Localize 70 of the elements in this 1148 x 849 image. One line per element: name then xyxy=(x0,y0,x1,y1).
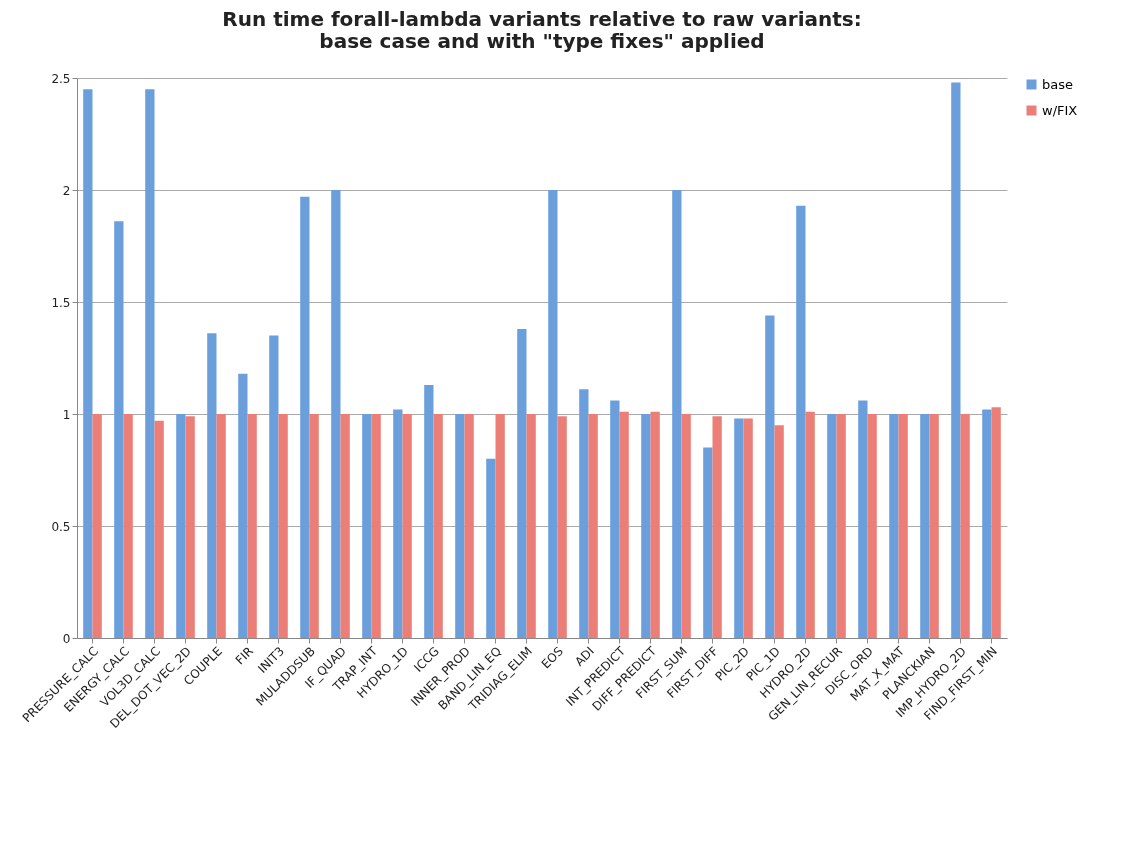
bar xyxy=(238,373,248,638)
bar xyxy=(114,221,124,638)
y-tick-label: 0 xyxy=(62,631,71,646)
bar xyxy=(734,418,744,638)
bar xyxy=(774,425,784,638)
bar xyxy=(991,407,1001,638)
bar xyxy=(867,414,877,638)
bar xyxy=(278,414,288,638)
bar xyxy=(619,411,629,638)
bar xyxy=(703,447,713,638)
bar xyxy=(796,205,806,638)
bar xyxy=(650,411,660,638)
bar xyxy=(309,414,319,638)
bar xyxy=(331,190,341,638)
bar xyxy=(300,196,310,638)
bar xyxy=(207,333,217,638)
bar xyxy=(433,414,443,638)
bar xyxy=(641,414,651,638)
bar xyxy=(362,414,372,638)
bar xyxy=(269,335,279,638)
bar xyxy=(393,409,403,638)
bar xyxy=(83,89,93,638)
bar xyxy=(371,414,381,638)
y-tick-label: 2.5 xyxy=(51,71,71,86)
bar xyxy=(247,414,257,638)
bar xyxy=(681,414,691,638)
bar xyxy=(185,416,195,638)
y-tick-label: 0.5 xyxy=(51,519,71,534)
bar xyxy=(827,414,837,638)
bar xyxy=(340,414,350,638)
bar xyxy=(765,315,775,638)
bar xyxy=(486,458,496,638)
x-tick-label: FIR xyxy=(232,644,256,668)
y-tick-label: 1.5 xyxy=(51,295,71,310)
bar xyxy=(123,414,133,638)
bar xyxy=(889,414,899,638)
bar xyxy=(402,414,412,638)
bar xyxy=(951,82,961,638)
bar xyxy=(960,414,970,638)
bar xyxy=(464,414,474,638)
y-tick-label: 1 xyxy=(62,407,71,422)
bar xyxy=(610,400,620,638)
bar xyxy=(557,416,567,638)
bar xyxy=(176,414,186,638)
bar xyxy=(145,89,155,638)
bar xyxy=(898,414,908,638)
bar xyxy=(495,414,505,638)
bar xyxy=(588,414,598,638)
bar xyxy=(526,414,536,638)
chart-title: Run time forall-lambda variants relative to raw variants: base case and with "type fixes" applied xyxy=(222,7,862,53)
legend-label: base xyxy=(1042,76,1073,92)
bar xyxy=(455,414,465,638)
bar xyxy=(920,414,930,638)
bar xyxy=(743,418,753,638)
bar xyxy=(154,420,164,638)
bar xyxy=(672,190,682,638)
bar xyxy=(579,389,589,638)
y-tick-label: 2 xyxy=(62,183,71,198)
bar xyxy=(424,384,434,638)
bar xyxy=(836,414,846,638)
bar xyxy=(92,414,102,638)
bar xyxy=(517,328,527,638)
bar xyxy=(982,409,992,638)
legend-label: w/FIX xyxy=(1042,102,1078,118)
bar xyxy=(548,190,558,638)
bar xyxy=(712,416,722,638)
bar xyxy=(929,414,939,638)
bar xyxy=(805,411,815,638)
bar xyxy=(858,400,868,638)
bar xyxy=(216,414,226,638)
